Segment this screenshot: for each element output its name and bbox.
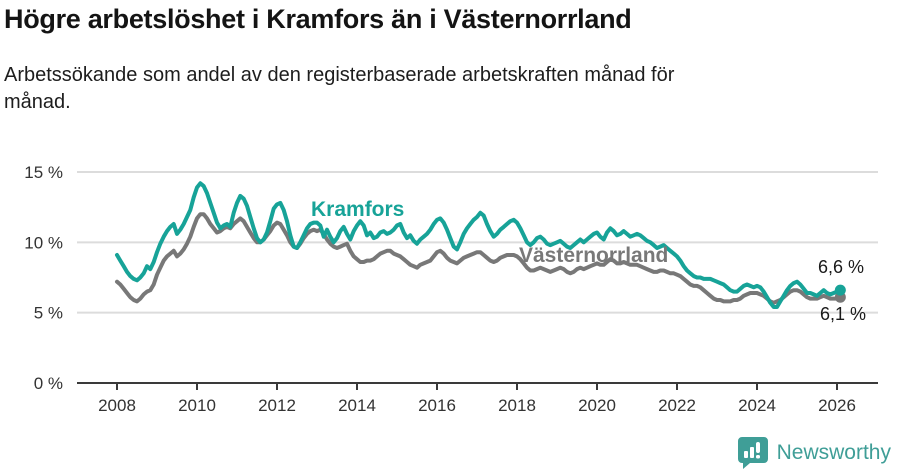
y-tick-label: 5 % [34, 304, 63, 323]
chart-subtitle-line2: månad. [4, 91, 71, 113]
newsworthy-logo-icon [737, 437, 768, 469]
brand-name: Newsworthy [776, 440, 891, 464]
x-tick-label: 2016 [418, 396, 456, 415]
series-line-västernorrland [115, 212, 843, 305]
end-value-kramfors: 6,6 % [817, 257, 864, 277]
y-tick-label: 15 % [24, 163, 63, 182]
series-line-kramfors [115, 181, 843, 309]
x-tick-label: 2022 [658, 396, 696, 415]
chart-title: Högre arbetslöshet i Kramfors än i Väste… [4, 4, 632, 34]
y-tick-label: 10 % [24, 233, 63, 252]
x-tick-label: 2014 [338, 396, 376, 415]
y-tick-label: 0 % [34, 374, 63, 393]
series-end-dot-kramfors [834, 284, 846, 296]
x-tick-label: 2008 [98, 396, 136, 415]
series-label-kramfors: Kramfors [311, 198, 405, 221]
x-tick-label: 2018 [498, 396, 536, 415]
series-label-vasternorrland: Västernorrland [519, 244, 669, 267]
chart-subtitle-line1: Arbetssökande som andel av den registerb… [4, 64, 675, 86]
x-tick-label: 2020 [578, 396, 616, 415]
end-value-vasternorrland: 6,1 % [819, 304, 866, 324]
x-tick-label: 2026 [818, 396, 856, 415]
x-tick-label: 2024 [738, 396, 776, 415]
x-tick-label: 2012 [258, 396, 296, 415]
chart-subtitle: Arbetssökande som andel av den registerb… [4, 62, 674, 116]
brand-footer: Newsworthy [737, 436, 891, 469]
x-tick-label: 2010 [178, 396, 216, 415]
